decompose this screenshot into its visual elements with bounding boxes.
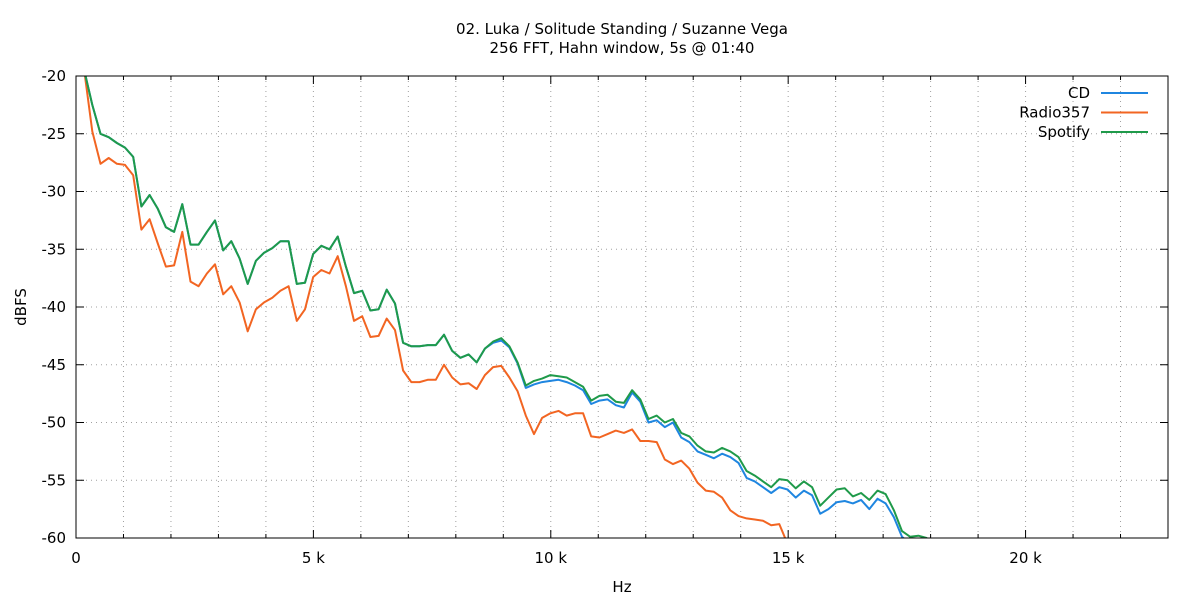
x-tick-label: 5 k [302,549,325,567]
series-line-spotify [84,76,928,538]
y-tick-label: -25 [42,125,67,143]
y-tick-label: -40 [42,298,67,316]
y-tick-label: -35 [42,240,67,258]
legend-label-radio357: Radio357 [1019,104,1090,122]
y-tick-label: -30 [42,183,67,201]
legend-label-cd: CD [1068,84,1090,102]
axis-ticks: -20 -25 -30 -35 -40 -45 -50 -55 -600 5 k 10 k 15 k 2… [42,67,1168,567]
series-group [83,76,928,538]
series-line-cd [84,76,905,538]
chart-subtitle: 256 FFT, Hahn window, 5s @ 01:40 [490,39,755,57]
x-tick-label: 15 k [772,549,805,567]
y-tick-label: -60 [42,529,67,547]
x-axis-label: Hz [612,578,631,596]
y-tick-label: -45 [42,356,67,374]
y-tick-label: -55 [42,471,67,489]
y-tick-label: -50 [42,414,67,432]
y-axis-label: dBFS [12,288,30,326]
series-line-radio357 [83,76,787,538]
chart-title: 02. Luka / Solitude Standing / Suzanne V… [456,20,788,38]
x-tick-label: 10 k [535,549,568,567]
x-tick-label: 0 [71,549,81,567]
x-tick-label: 20 k [1009,549,1042,567]
grid [76,76,1168,538]
y-tick-label: -20 [42,67,67,85]
legend-label-spotify: Spotify [1038,123,1090,141]
